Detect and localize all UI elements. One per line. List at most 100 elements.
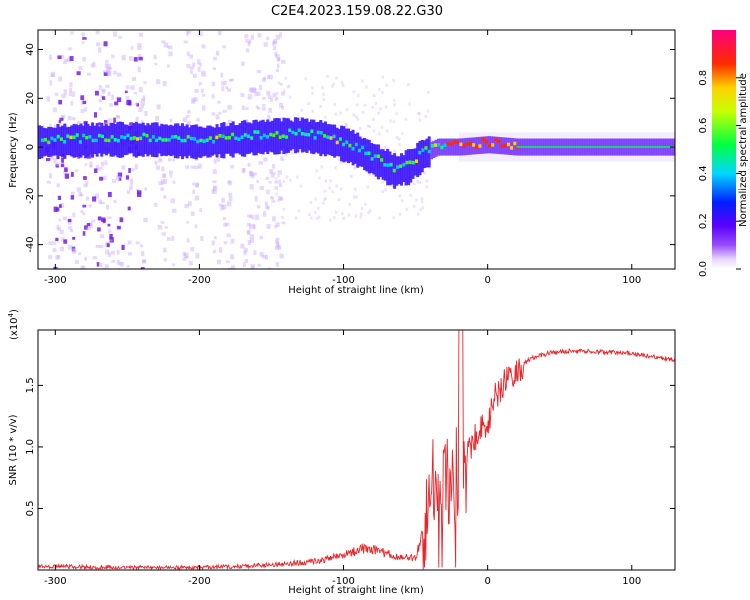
noise-cell [377,111,380,115]
noise-cell [243,262,246,267]
noise-cell [105,249,110,255]
noise-cell [88,223,93,229]
noise-cell [192,182,195,186]
noise-cell [323,189,327,193]
noise-cell [299,184,303,188]
noise-cell [71,246,76,252]
noise-cell [247,214,252,218]
noise-cell [89,161,93,167]
ridge-core-cell [342,142,346,147]
ridge-core-cell [503,144,507,148]
ridge-cell [404,150,408,186]
noise-cell [93,112,98,118]
ridge-core-cell [110,135,114,139]
ridge-cell [247,122,251,154]
ridge-core-cell [402,162,406,167]
noise-cell [76,120,81,124]
ridge-cell [420,139,424,173]
noise-cell [119,217,124,223]
noise-cell [398,212,402,216]
ridge-core-cell [364,151,368,156]
noise-cell [88,222,93,227]
noise-cell [276,57,280,62]
y-tick-label: 20 [25,92,36,105]
noise-cell [116,225,121,230]
noise-cell [268,180,272,184]
noise-cell [269,196,274,200]
noise-cell [182,251,187,257]
noise-cell [275,239,279,244]
noise-cell [50,73,55,77]
noise-cell [334,210,338,214]
noise-cell [381,91,384,95]
noise-cell [318,176,321,180]
ridge-core-cell [164,138,168,142]
noise-cell [215,50,220,56]
noise-cell [71,191,75,197]
noise-cell [168,158,172,162]
noise-cell [126,264,130,268]
noise-cell [185,255,189,259]
noise-cell [218,30,222,36]
noise-cell [256,205,261,209]
ridge-cell [365,139,369,172]
ridge-core-cell [202,139,206,143]
noise-cell [140,101,145,106]
ridge-core-cell [462,144,466,148]
noise-cell [307,102,311,106]
noise-cell [384,105,388,109]
noise-cell [274,40,277,44]
noise-cell [46,96,51,102]
noise-cell [199,63,202,67]
noise-cell [130,85,135,90]
ridge-core-cell [335,140,339,145]
ridge-core-cell [354,142,358,147]
noise-cell [423,171,426,175]
noise-cell [275,222,280,227]
noise-cell [81,100,84,106]
noise-cell [191,98,195,104]
ridge-cell [38,125,41,160]
noise-cell [255,214,259,220]
ridge-cell [287,118,291,153]
noise-cell [49,80,53,86]
noise-cell [98,122,101,126]
noise-cell [248,170,253,174]
noise-cell [228,79,232,82]
noise-cell [252,87,257,93]
ridge-cell [65,127,69,156]
noise-cell [201,73,206,77]
ridge-cell [434,139,438,157]
ridge-core-cell [300,132,304,136]
ridge-core-cell [348,143,352,148]
noise-cell [267,95,272,100]
noise-cell [261,254,267,259]
x-tick-label: 0 [484,576,490,587]
noise-cell [220,81,225,86]
noise-cell [259,251,264,257]
noise-cell [195,253,200,259]
ridge-cell [409,149,413,183]
ridge-core-cell [224,136,228,140]
ridge-core-cell [437,142,441,147]
ridge-cell [100,122,104,157]
noise-cell [381,189,385,193]
noise-cell [133,57,138,62]
noise-cell [426,109,430,113]
noise-cell [160,179,165,185]
noise-cell [99,176,104,181]
noise-cell [322,97,326,101]
noise-cell [279,82,283,86]
ridge-core-cell [294,132,298,136]
noise-cell [421,206,424,210]
noise-cell [363,103,367,107]
noise-cell [116,249,120,255]
ridge-core-cell [174,134,178,139]
noise-cell [98,85,103,90]
noise-cell [345,123,348,127]
noise-cell [107,216,112,220]
ridge-core-cell [484,139,488,144]
ridge-cell [125,124,129,155]
ridge-core-cell [215,135,219,140]
